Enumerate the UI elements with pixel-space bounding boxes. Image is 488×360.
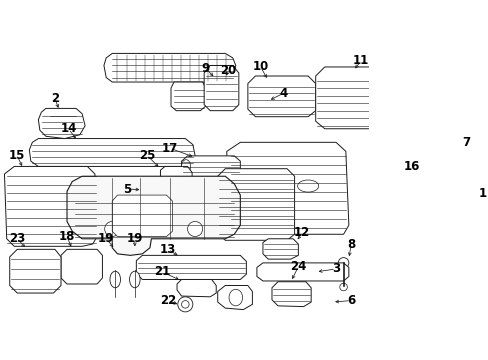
Text: 25: 25 (139, 149, 156, 162)
Polygon shape (171, 82, 205, 111)
Circle shape (338, 258, 348, 268)
Text: 23: 23 (9, 232, 25, 245)
Ellipse shape (110, 271, 120, 288)
Text: 12: 12 (293, 226, 309, 239)
Text: 13: 13 (160, 243, 176, 256)
Text: 5: 5 (123, 183, 131, 195)
Text: 24: 24 (289, 260, 306, 273)
Text: 14: 14 (60, 122, 77, 135)
Polygon shape (4, 166, 97, 246)
Polygon shape (181, 156, 240, 177)
Text: 22: 22 (160, 294, 176, 307)
Text: 9: 9 (201, 62, 209, 75)
Polygon shape (271, 282, 310, 307)
Circle shape (104, 221, 120, 237)
Ellipse shape (129, 271, 140, 288)
Text: 8: 8 (346, 238, 354, 251)
Polygon shape (256, 263, 348, 281)
Circle shape (178, 297, 192, 312)
Text: 19: 19 (126, 232, 142, 245)
Text: 10: 10 (252, 60, 268, 73)
Text: 17: 17 (162, 142, 178, 155)
Polygon shape (204, 66, 238, 111)
Polygon shape (217, 169, 294, 240)
Text: 1: 1 (478, 187, 486, 200)
Ellipse shape (181, 159, 190, 173)
Circle shape (181, 301, 189, 308)
Polygon shape (104, 53, 235, 82)
Polygon shape (10, 249, 61, 293)
Text: 19: 19 (98, 232, 114, 245)
Text: 11: 11 (352, 54, 368, 67)
Text: 7: 7 (461, 136, 469, 149)
Polygon shape (29, 139, 195, 166)
Polygon shape (61, 249, 102, 284)
Ellipse shape (268, 180, 289, 192)
Polygon shape (226, 142, 348, 234)
Polygon shape (177, 279, 216, 297)
Text: 3: 3 (331, 262, 340, 275)
Text: 18: 18 (59, 230, 75, 243)
Polygon shape (263, 239, 298, 259)
Text: 20: 20 (220, 64, 236, 77)
Text: 21: 21 (154, 265, 170, 278)
Polygon shape (160, 166, 192, 185)
Ellipse shape (297, 180, 318, 192)
Text: 16: 16 (403, 160, 419, 173)
Circle shape (187, 221, 202, 237)
Text: 6: 6 (346, 294, 354, 307)
Polygon shape (67, 176, 240, 255)
Text: 15: 15 (9, 149, 25, 162)
Circle shape (339, 283, 346, 291)
Text: 2: 2 (51, 92, 59, 105)
Polygon shape (38, 108, 85, 139)
Text: 4: 4 (279, 87, 287, 100)
Polygon shape (112, 195, 172, 237)
Polygon shape (136, 255, 246, 279)
Polygon shape (217, 285, 252, 310)
Polygon shape (315, 67, 377, 129)
Polygon shape (135, 184, 169, 199)
Ellipse shape (228, 289, 242, 306)
Polygon shape (247, 76, 315, 117)
